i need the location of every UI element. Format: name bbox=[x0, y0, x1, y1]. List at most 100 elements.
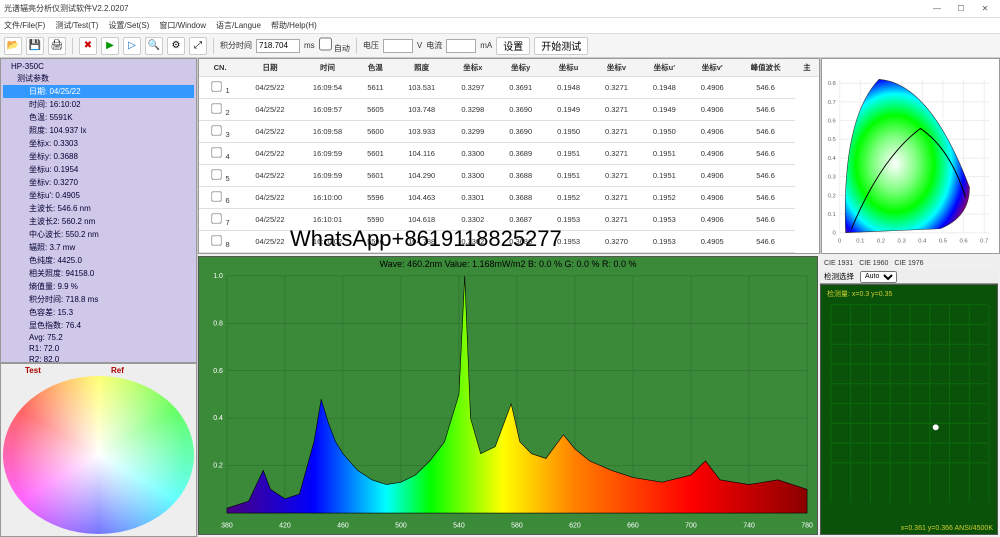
tree-param[interactable]: 积分时间: 718.8 ms bbox=[3, 293, 194, 306]
table-header[interactable]: 坐标x bbox=[449, 59, 497, 77]
tree-param[interactable]: 照度: 104.937 lx bbox=[3, 124, 194, 137]
start-button[interactable]: 开始测试 bbox=[534, 37, 588, 55]
cie-tab-1976[interactable]: CIE 1976 bbox=[894, 260, 923, 267]
cie-tab-1931[interactable]: CIE 1931 bbox=[824, 260, 853, 267]
data-table-wrap[interactable]: CN.日期时间色温照度坐标x坐标y坐标u坐标v坐标u'坐标v'峰值波长主 104… bbox=[198, 58, 820, 254]
table-cell: 104.937 bbox=[395, 253, 449, 255]
table-row[interactable]: 904/25/2216:10:025591104.9370.33030.3686… bbox=[199, 253, 819, 255]
menu-test[interactable]: 测试/Test(T) bbox=[55, 20, 98, 31]
svg-text:0.6: 0.6 bbox=[959, 239, 968, 245]
table-cell: 103.933 bbox=[395, 121, 449, 143]
tree-param[interactable]: 坐标x: 0.3303 bbox=[3, 137, 194, 150]
table-header[interactable]: 坐标v bbox=[593, 59, 641, 77]
table-row[interactable]: 504/25/2216:09:595601104.2900.33000.3688… bbox=[199, 165, 819, 187]
tree-param[interactable]: 坐标y: 0.3688 bbox=[3, 150, 194, 163]
next-icon[interactable]: ▷ bbox=[123, 37, 141, 55]
search-icon[interactable]: 🔍 bbox=[145, 37, 163, 55]
tree-group[interactable]: 测试参数 bbox=[3, 72, 194, 85]
table-header[interactable]: 主 bbox=[795, 59, 819, 77]
cie-tab-1960[interactable]: CIE 1960 bbox=[859, 260, 888, 267]
target-select[interactable]: Auto bbox=[860, 271, 897, 283]
voltage-unit: V bbox=[417, 41, 422, 50]
interval-input[interactable] bbox=[256, 39, 300, 53]
table-cell: 0.3298 bbox=[449, 99, 497, 121]
tree-param[interactable]: 中心波长: 550.2 nm bbox=[3, 228, 194, 241]
row-checkbox[interactable]: 6 bbox=[199, 187, 241, 209]
table-cell: 0.1954 bbox=[640, 253, 688, 255]
table-cell: 0.3271 bbox=[593, 209, 641, 231]
disk-icon[interactable]: 💾 bbox=[26, 37, 44, 55]
tree-param[interactable]: 色纯度: 4425.0 bbox=[3, 254, 194, 267]
table-row[interactable]: 304/25/2216:09:585600103.9330.32990.3690… bbox=[199, 121, 819, 143]
tree-param[interactable]: 熵值量: 9.9 % bbox=[3, 280, 194, 293]
row-checkbox[interactable]: 3 bbox=[199, 121, 241, 143]
tree-param[interactable]: 日期: 04/25/22 bbox=[3, 85, 194, 98]
gear-icon[interactable]: ⚙ bbox=[167, 37, 185, 55]
table-header[interactable]: 峰值波长 bbox=[736, 59, 795, 77]
table-header[interactable]: 时间 bbox=[299, 59, 357, 77]
tree-param[interactable]: 坐标v: 0.3270 bbox=[3, 176, 194, 189]
current-input[interactable] bbox=[446, 39, 476, 53]
tree-param[interactable]: 主波长: 546.6 nm bbox=[3, 202, 194, 215]
table-header[interactable]: 日期 bbox=[241, 59, 299, 77]
row-checkbox[interactable]: 8 bbox=[199, 231, 241, 253]
row-checkbox[interactable]: 9 bbox=[199, 253, 241, 255]
table-cell: 0.3271 bbox=[593, 187, 641, 209]
menu-window[interactable]: 窗口/Window bbox=[159, 20, 206, 31]
table-header[interactable]: CN. bbox=[199, 59, 241, 77]
print-icon[interactable]: 🖨 bbox=[48, 37, 66, 55]
table-row[interactable]: 204/25/2216:09:575605103.7480.32980.3690… bbox=[199, 99, 819, 121]
menu-set[interactable]: 设置/Set(S) bbox=[108, 20, 149, 31]
table-header[interactable]: 色温 bbox=[356, 59, 394, 77]
table-cell: 0.1949 bbox=[545, 99, 593, 121]
voltage-input[interactable] bbox=[383, 39, 413, 53]
tree-param[interactable]: 主波长2: 560.2 nm bbox=[3, 215, 194, 228]
table-header[interactable]: 照度 bbox=[395, 59, 449, 77]
menu-langue[interactable]: 语言/Langue bbox=[216, 20, 261, 31]
play-icon[interactable]: ▶ bbox=[101, 37, 119, 55]
tree-param[interactable]: 显色指数: 76.4 bbox=[3, 319, 194, 332]
minimize-button[interactable]: — bbox=[926, 2, 948, 16]
menu-file[interactable]: 文件/File(F) bbox=[4, 20, 45, 31]
set-button[interactable]: 设置 bbox=[496, 37, 530, 55]
table-cell: 0.1951 bbox=[545, 143, 593, 165]
tree-param[interactable]: 相关照度: 94158.0 bbox=[3, 267, 194, 280]
table-header[interactable]: 坐标u bbox=[545, 59, 593, 77]
tree-param[interactable]: 色容差: 15.3 bbox=[3, 306, 194, 319]
row-checkbox[interactable]: 7 bbox=[199, 209, 241, 231]
close-x-icon[interactable]: ✖ bbox=[79, 37, 97, 55]
close-button[interactable]: ✕ bbox=[974, 2, 996, 16]
table-header[interactable]: 坐标y bbox=[497, 59, 545, 77]
svg-text:0.8: 0.8 bbox=[213, 319, 223, 327]
table-row[interactable]: 404/25/2216:09:595601104.1160.33000.3689… bbox=[199, 143, 819, 165]
table-header[interactable]: 坐标v' bbox=[688, 59, 736, 77]
table-header[interactable]: 坐标u' bbox=[640, 59, 688, 77]
tree-root[interactable]: HP-350C bbox=[3, 61, 194, 72]
table-cell: 0.1953 bbox=[640, 209, 688, 231]
expand-icon[interactable]: ⤢ bbox=[189, 37, 207, 55]
table-cell: 0.1950 bbox=[545, 121, 593, 143]
table-row[interactable]: 604/25/2216:10:005596104.4630.33010.3688… bbox=[199, 187, 819, 209]
tree-param[interactable]: R2: 82.0 bbox=[3, 354, 194, 363]
tree-param[interactable]: R1: 72.0 bbox=[3, 343, 194, 354]
tree-param[interactable]: 色温: 5591K bbox=[3, 111, 194, 124]
table-row[interactable]: 804/25/2216:10:025596104.7880.33020.3686… bbox=[199, 231, 819, 253]
open-icon[interactable]: 📂 bbox=[4, 37, 22, 55]
auto-checkbox[interactable]: 自动 bbox=[319, 37, 350, 54]
table-row[interactable]: 704/25/2216:10:015590104.6180.33020.3687… bbox=[199, 209, 819, 231]
test-label: Test bbox=[25, 366, 41, 375]
menu-help[interactable]: 帮助/Help(H) bbox=[271, 20, 317, 31]
parameter-tree[interactable]: HP-350C 测试参数 日期: 04/25/22时间: 16:10:02色温:… bbox=[0, 58, 197, 363]
row-checkbox[interactable]: 1 bbox=[199, 77, 241, 99]
row-checkbox[interactable]: 2 bbox=[199, 99, 241, 121]
tree-param[interactable]: 辐照: 3.7 mw bbox=[3, 241, 194, 254]
tree-param[interactable]: 坐标u': 0.4905 bbox=[3, 189, 194, 202]
tree-param[interactable]: Avg: 75.2 bbox=[3, 332, 194, 343]
row-checkbox[interactable]: 5 bbox=[199, 165, 241, 187]
tree-param[interactable]: 坐标u: 0.1954 bbox=[3, 163, 194, 176]
table-row[interactable]: 104/25/2216:09:545611103.5310.32970.3691… bbox=[199, 77, 819, 99]
table-cell: 04/25/22 bbox=[241, 209, 299, 231]
maximize-button[interactable]: ☐ bbox=[950, 2, 972, 16]
tree-param[interactable]: 时间: 16:10:02 bbox=[3, 98, 194, 111]
row-checkbox[interactable]: 4 bbox=[199, 143, 241, 165]
